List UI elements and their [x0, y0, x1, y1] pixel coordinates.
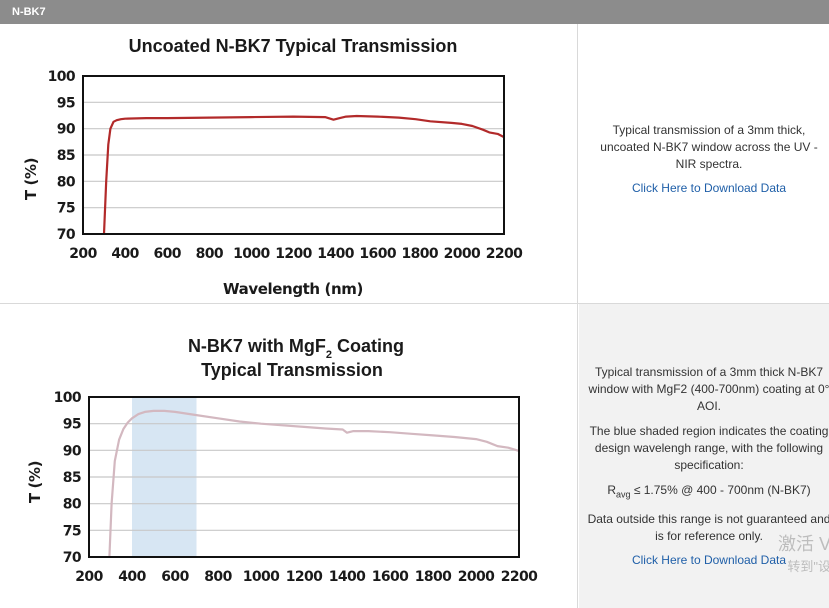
description-text: Typical transmission of a 3mm thick N-BK… — [588, 365, 829, 413]
x-tick-label: 400 — [111, 246, 139, 262]
x-tick-label: 1600 — [372, 569, 409, 585]
description-cell-uncoated: Typical transmission of a 3mm thick, unc… — [579, 24, 829, 303]
chart-cell-mgf2: N-BK7 with MgF2 Coating Typical Transmis… — [0, 304, 578, 608]
transmission-series-line — [108, 409, 520, 558]
uncoated-transmission-chart: Uncoated N-BK7 Typical Transmission 70 75… — [22, 36, 524, 298]
y-tick-label: 100 — [48, 69, 76, 85]
y-axis-label: T (%) — [22, 158, 40, 200]
x-tick-label: 400 — [118, 569, 146, 585]
x-tick-label: 200 — [75, 569, 103, 585]
y-tick-label: 70 — [57, 227, 76, 243]
section-header: N-BK7 — [0, 0, 829, 24]
disclaimer-text: Data outside this range is not guarantee… — [587, 512, 829, 544]
shaded-region-note: The blue shaded region indicates the coa… — [589, 424, 829, 472]
panel-mgf2-coated: N-BK7 with MgF2 Coating Typical Transmis… — [0, 304, 829, 608]
y-tick-label: 85 — [63, 470, 81, 486]
x-tick-label: 1200 — [275, 246, 312, 262]
x-axis-label: Wavelength (nm) — [223, 280, 363, 298]
chart-cell-uncoated: Uncoated N-BK7 Typical Transmission 70 75… — [0, 24, 578, 303]
x-tick-label: 1400 — [329, 569, 366, 585]
description-cell-mgf2: Typical transmission of a 3mm thick N-BK… — [579, 304, 829, 608]
x-tick-label: 1200 — [286, 569, 323, 585]
y-tick-label: 80 — [63, 497, 82, 513]
x-tick-label: 1400 — [317, 246, 354, 262]
y-tick-label: 80 — [57, 174, 76, 190]
y-tick-label: 95 — [63, 417, 81, 433]
x-tick-label: 600 — [153, 246, 181, 262]
spec-value: ≤ 1.75% @ 400 - 700nm (N-BK7) — [630, 483, 811, 497]
x-tick-label: 800 — [196, 246, 224, 262]
y-tick-label: 95 — [57, 95, 75, 111]
x-tick-label: 1000 — [233, 246, 270, 262]
title-part: N-BK7 with MgF — [188, 336, 326, 356]
x-tick-label: 600 — [161, 569, 189, 585]
panel-uncoated: Uncoated N-BK7 Typical Transmission 70 75… — [0, 24, 829, 304]
y-tick-label: 70 — [63, 550, 82, 566]
x-tick-label: 2200 — [486, 246, 523, 262]
mgf2-transmission-chart: N-BK7 with MgF2 Coating Typical Transmis… — [26, 336, 539, 585]
download-data-link[interactable]: Click Here to Download Data — [631, 553, 787, 568]
download-data-link[interactable]: Click Here to Download Data — [631, 181, 787, 195]
coating-spec: Ravg ≤ 1.75% @ 400 - 700nm (N-BK7) — [587, 482, 829, 503]
x-tick-label: 1600 — [359, 246, 396, 262]
description-text: Typical transmission of a 3mm thick, unc… — [600, 123, 818, 171]
y-axis-label: T (%) — [26, 461, 44, 503]
chart-title: Uncoated N-BK7 Typical Transmission — [129, 36, 458, 56]
x-tick-label: 2000 — [458, 569, 495, 585]
title-subscript: 2 — [326, 349, 332, 361]
y-tick-label: 100 — [54, 390, 82, 406]
x-tick-label: 1800 — [402, 246, 439, 262]
title-part: Coating — [332, 336, 404, 356]
description-block: Typical transmission of a 3mm thick N-BK… — [587, 364, 829, 545]
x-tick-label: 800 — [204, 569, 232, 585]
activation-watermark-sub: 转到"设 — [787, 559, 829, 574]
y-tick-label: 85 — [57, 148, 75, 164]
x-tick-label: 2200 — [501, 569, 538, 585]
transmission-series-line — [102, 114, 505, 235]
plot-frame — [88, 396, 520, 558]
chart-title-line2: Typical Transmission — [201, 360, 383, 380]
activation-watermark: 激活 V — [777, 534, 829, 554]
y-tick-label: 75 — [57, 201, 75, 217]
y-tick-label: 90 — [63, 443, 82, 459]
x-tick-label: 1000 — [243, 569, 280, 585]
spec-subscript: avg — [615, 489, 631, 500]
y-tick-label: 90 — [57, 122, 76, 138]
y-tick-label: 75 — [63, 523, 81, 539]
section-title: N-BK7 — [12, 6, 46, 18]
chart-title-line1: N-BK7 with MgF2 Coating — [188, 336, 404, 361]
x-tick-label: 2000 — [444, 246, 481, 262]
plot-frame — [82, 75, 505, 235]
x-tick-label: 1800 — [415, 569, 452, 585]
spec-symbol: R — [607, 483, 616, 497]
x-tick-label: 200 — [69, 246, 97, 262]
